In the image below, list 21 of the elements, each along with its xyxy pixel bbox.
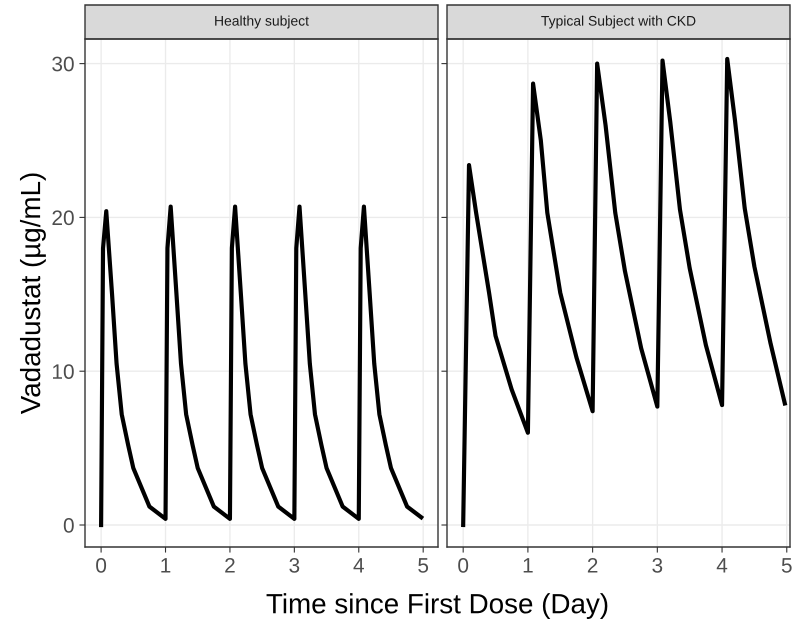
x-tick-label: 2 xyxy=(225,558,235,573)
x-tick-label: 3 xyxy=(652,558,662,573)
x-axis-title: Time since First Dose (Day) xyxy=(266,593,608,619)
x-tick-label: 5 xyxy=(418,558,428,573)
x-tick-label: 1 xyxy=(161,558,170,573)
x-tick-label: 1 xyxy=(524,558,533,573)
x-tick-label: 4 xyxy=(716,558,728,573)
y-axis-title: Vadadustat (µg/mL) xyxy=(20,173,46,414)
y-tick-label: 20 xyxy=(52,210,74,226)
x-tick-label: 4 xyxy=(353,558,364,573)
chart-title: Healthy subject xyxy=(215,16,309,28)
chart-title: Typical Subject with CKD xyxy=(541,16,696,28)
y-tick-label: 10 xyxy=(53,364,74,379)
y-tick-label: 30 xyxy=(52,56,74,72)
x-tick-label: 5 xyxy=(782,558,792,573)
x-tick-label: 2 xyxy=(588,558,598,573)
x-tick-label: 0 xyxy=(96,558,106,573)
y-tick-label: 0 xyxy=(64,518,74,533)
x-tick-label: 0 xyxy=(458,558,468,573)
x-tick-label: 3 xyxy=(289,558,300,573)
line-series xyxy=(99,204,424,528)
